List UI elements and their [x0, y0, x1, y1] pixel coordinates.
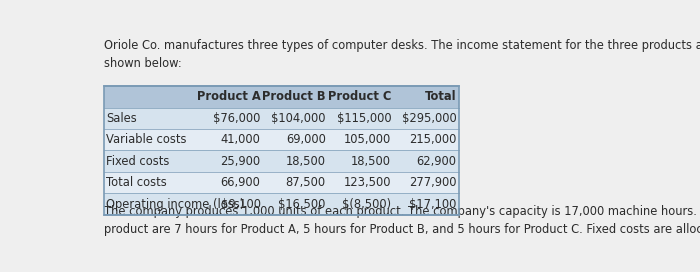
Text: Fixed costs: Fixed costs — [106, 155, 170, 168]
Text: $104,000: $104,000 — [272, 112, 326, 125]
Text: Operating income (loss): Operating income (loss) — [106, 198, 245, 211]
Bar — [198, 193, 263, 215]
Bar — [104, 107, 198, 129]
Bar — [198, 107, 263, 129]
Text: $76,000: $76,000 — [214, 112, 260, 125]
Bar — [198, 86, 263, 107]
Text: 25,900: 25,900 — [220, 155, 260, 168]
Text: $(8,500): $(8,500) — [342, 198, 391, 211]
Text: 87,500: 87,500 — [286, 176, 326, 189]
Text: Product A: Product A — [197, 90, 260, 103]
Bar — [328, 129, 394, 150]
Bar — [394, 172, 459, 193]
Text: 18,500: 18,500 — [286, 155, 326, 168]
Text: Oriole Co. manufactures three types of computer desks. The income statement for : Oriole Co. manufactures three types of c… — [104, 39, 700, 70]
Bar — [328, 172, 394, 193]
Bar — [104, 86, 198, 107]
Text: The company produces 1,000 units of each product. The company's capacity is 17,0: The company produces 1,000 units of each… — [104, 205, 700, 236]
Bar — [394, 193, 459, 215]
Text: Total costs: Total costs — [106, 176, 167, 189]
Text: 215,000: 215,000 — [409, 133, 456, 146]
Text: $115,000: $115,000 — [337, 112, 391, 125]
Text: 69,000: 69,000 — [286, 133, 326, 146]
Bar — [104, 86, 459, 215]
Bar — [394, 107, 459, 129]
Bar — [104, 150, 198, 172]
Bar — [394, 86, 459, 107]
Text: 105,000: 105,000 — [344, 133, 391, 146]
Text: $16,500: $16,500 — [279, 198, 326, 211]
Text: Total: Total — [425, 90, 456, 103]
Text: Variable costs: Variable costs — [106, 133, 187, 146]
Bar — [263, 86, 328, 107]
Bar — [198, 129, 263, 150]
Bar — [198, 172, 263, 193]
Text: 277,900: 277,900 — [409, 176, 456, 189]
Text: 66,900: 66,900 — [220, 176, 260, 189]
Bar — [104, 193, 198, 215]
Bar — [263, 107, 328, 129]
Bar — [263, 172, 328, 193]
Text: 123,500: 123,500 — [344, 176, 391, 189]
Bar — [263, 193, 328, 215]
Text: $17,100: $17,100 — [409, 198, 456, 211]
Text: Product C: Product C — [328, 90, 391, 103]
Text: 41,000: 41,000 — [220, 133, 260, 146]
Bar — [104, 172, 198, 193]
Text: 18,500: 18,500 — [351, 155, 391, 168]
Bar — [328, 107, 394, 129]
Bar — [328, 86, 394, 107]
Bar — [328, 193, 394, 215]
Text: Sales: Sales — [106, 112, 137, 125]
Bar — [394, 150, 459, 172]
Bar — [394, 129, 459, 150]
Bar — [104, 129, 198, 150]
Bar — [198, 150, 263, 172]
Bar — [328, 150, 394, 172]
Bar — [263, 150, 328, 172]
Text: Product B: Product B — [262, 90, 326, 103]
Text: $295,000: $295,000 — [402, 112, 456, 125]
Bar — [263, 129, 328, 150]
Text: $9,100: $9,100 — [220, 198, 260, 211]
Text: 62,900: 62,900 — [416, 155, 456, 168]
